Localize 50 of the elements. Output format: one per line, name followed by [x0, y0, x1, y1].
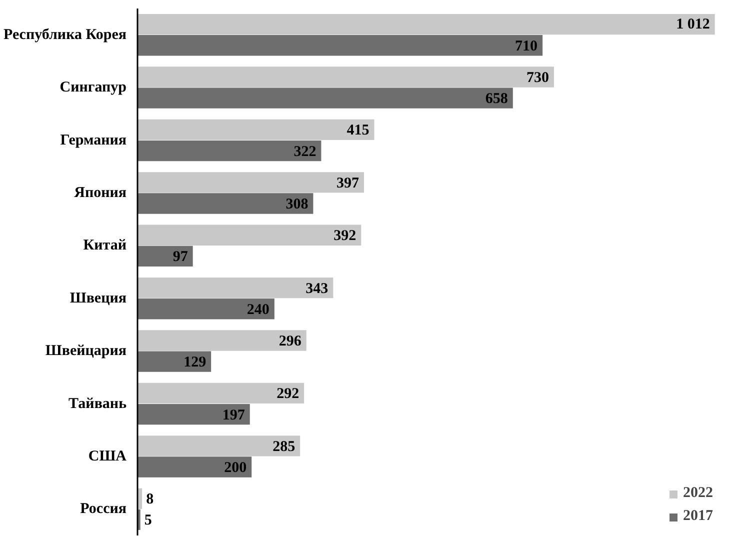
- data-label: 397: [336, 175, 360, 192]
- bar: [138, 224, 362, 246]
- legend-label: 2022: [683, 485, 713, 502]
- data-label: 296: [278, 334, 302, 350]
- y-tick-label: Япония: [74, 184, 127, 201]
- y-tick-label: Швейцария: [45, 343, 127, 360]
- data-label: 415: [346, 122, 370, 139]
- bar: [138, 298, 274, 320]
- bar: [138, 277, 334, 298]
- bar: [138, 119, 374, 140]
- bar: [138, 436, 300, 456]
- bar: [138, 35, 543, 56]
- bar: [138, 330, 306, 351]
- data-label: 343: [306, 280, 328, 297]
- data-label: 308: [286, 196, 308, 212]
- data-label: 658: [485, 91, 508, 108]
- legend-label: 2017: [683, 508, 713, 525]
- bar: [138, 456, 252, 478]
- data-label: 197: [222, 407, 246, 424]
- bar: [138, 351, 212, 372]
- bar: [138, 66, 554, 88]
- bar: [138, 382, 304, 404]
- y-tick-label: Китай: [83, 238, 127, 254]
- data-label: 730: [526, 70, 549, 86]
- bar: [138, 193, 314, 214]
- data-label: 8: [146, 492, 154, 508]
- data-label: 97: [172, 249, 188, 266]
- data-label: 710: [515, 38, 538, 54]
- data-label: 285: [272, 438, 296, 455]
- y-tick-label: Тайвань: [68, 396, 127, 412]
- data-label: 392: [334, 228, 356, 244]
- data-label: 200: [224, 460, 247, 476]
- data-label: 129: [184, 354, 206, 371]
- bar: [138, 246, 193, 267]
- bar: [138, 172, 364, 193]
- y-tick-label: Россия: [80, 501, 127, 518]
- bar: [138, 404, 250, 425]
- y-tick-label: Швеция: [70, 290, 127, 306]
- y-tick-label: Сингапур: [60, 80, 126, 96]
- data-label: 322: [294, 144, 316, 160]
- y-tick-label: США: [88, 448, 127, 464]
- bar: [138, 14, 715, 35]
- y-tick-label: Германия: [60, 132, 127, 148]
- bar: [138, 140, 322, 162]
- y-tick-label: Республика Корея: [3, 26, 127, 43]
- data-label: 240: [246, 302, 270, 318]
- data-label: 5: [144, 512, 152, 529]
- bar: [138, 88, 513, 108]
- data-label: 1 012: [676, 16, 710, 32]
- data-label: 292: [276, 386, 300, 402]
